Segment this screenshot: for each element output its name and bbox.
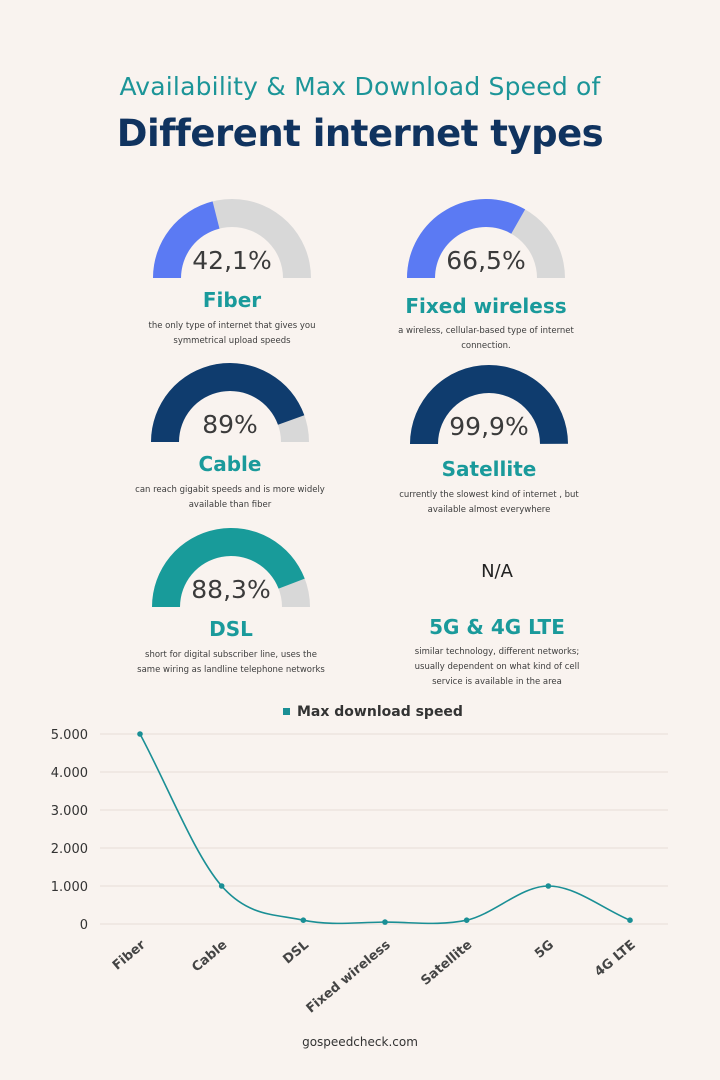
gauge-card-satellite: 99,9% Satellite currently the slowest ki…	[339, 364, 639, 534]
data-point	[545, 883, 552, 889]
gauge-fill	[153, 201, 220, 278]
gauge-card-fixed-wireless: 66,5% Fixed wireless a wireless, cellula…	[336, 198, 636, 368]
y-tick-label: 4.000	[51, 766, 88, 781]
na-label: N/A	[481, 561, 513, 582]
gauge-description: currently the slowest kind of internet ,…	[339, 488, 639, 518]
gauge-chart-fixed-wireless	[407, 199, 565, 278]
description-line: a wireless, cellular-based type of inter…	[398, 326, 574, 336]
x-tick-label: 5G	[532, 938, 557, 962]
gauge-percent: 89%	[202, 410, 258, 439]
y-tick-label: 2.000	[51, 842, 88, 857]
gauge-description: a wireless, cellular-based type of inter…	[336, 324, 636, 354]
gauge-fill	[152, 528, 305, 607]
gauge-percent: 88,3%	[191, 575, 271, 604]
x-tick-label: Fixed wireless	[304, 937, 394, 1016]
data-point	[137, 731, 143, 737]
data-point	[300, 917, 307, 923]
y-tick-label: 3.000	[51, 804, 88, 819]
gauge-name: Fixed wireless	[405, 294, 567, 318]
gauge-chart-dsl	[152, 528, 310, 607]
x-tick-label: DSL	[280, 938, 311, 968]
description-line: available almost everywhere	[427, 505, 551, 515]
description-line: service is available in the area	[432, 677, 562, 687]
data-point	[382, 919, 388, 925]
y-tick-label: 0	[80, 918, 88, 933]
description-line: can reach gigabit speeds and is more wid…	[135, 485, 325, 495]
description-line: same wiring as landline telephone networ…	[137, 665, 325, 675]
series-line-max-download-speed	[139, 733, 631, 925]
y-tick-label: 5.000	[51, 728, 88, 743]
gauge-chart-cable	[151, 363, 309, 442]
chart-legend: Max download speed	[283, 704, 463, 720]
gauge-card-fiber: 42,1% Fiber the only type of internet th…	[82, 198, 382, 368]
title-line-2: Different internet types	[116, 112, 604, 155]
gauge-fill	[151, 363, 305, 442]
card-description: similar technology, different networks; …	[347, 645, 647, 690]
x-tick-label: Cable	[189, 937, 230, 975]
card-name: 5G & 4G LTE	[429, 615, 565, 639]
gauge-fill	[410, 365, 568, 444]
description-line: connection.	[461, 341, 511, 351]
data-point	[627, 917, 633, 923]
gauge-chart-fiber	[153, 199, 311, 278]
x-tick-label: Fiber	[110, 937, 149, 973]
data-point	[463, 917, 470, 923]
gauge-percent: 99,9%	[449, 412, 529, 441]
legend-marker	[283, 708, 290, 715]
legend-label: Max download speed	[297, 704, 463, 720]
gauge-chart-satellite	[410, 365, 568, 444]
gauge-description: the only type of internet that gives you…	[82, 319, 382, 349]
gauge-percent: 66,5%	[446, 246, 526, 275]
x-tick-label: Satellite	[418, 937, 475, 988]
description-line: similar technology, different networks;	[414, 647, 580, 657]
card-5g-4g-lte: N/A 5G & 4G LTE similar technology, diff…	[347, 527, 647, 697]
y-tick-label: 1.000	[51, 880, 88, 895]
gauge-percent: 42,1%	[192, 246, 272, 275]
data-point	[218, 883, 225, 889]
description-line: available than fiber	[188, 500, 272, 510]
gauge-name: DSL	[209, 617, 253, 641]
title-line-1: Availability & Max Download Speed of	[119, 72, 601, 101]
description-line: currently the slowest kind of internet ,…	[399, 490, 579, 500]
gauge-fill	[407, 199, 526, 278]
description-line: symmetrical upload speeds	[173, 336, 291, 346]
gauge-description: short for digital subscriber line, uses …	[81, 648, 381, 678]
footer-source: gospeedcheck.com	[302, 1035, 418, 1049]
description-line: the only type of internet that gives you	[148, 321, 316, 331]
gauge-card-cable: 89% Cable can reach gigabit speeds and i…	[80, 362, 380, 532]
gauge-description: can reach gigabit speeds and is more wid…	[80, 483, 380, 513]
gauge-name: Satellite	[441, 457, 537, 481]
gauge-name: Fiber	[202, 288, 262, 312]
gauge-card-dsl: 88,3% DSL short for digital subscriber l…	[81, 527, 381, 697]
max-download-speed-chart: Max download speed 5.000 4.000 3.000 2.000 1.…	[51, 704, 668, 1016]
description-line: short for digital subscriber line, uses …	[145, 650, 317, 660]
x-tick-label: 4G LTE	[592, 938, 639, 980]
description-line: usually dependent on what kind of cell	[414, 662, 580, 672]
gauge-name: Cable	[198, 452, 262, 476]
